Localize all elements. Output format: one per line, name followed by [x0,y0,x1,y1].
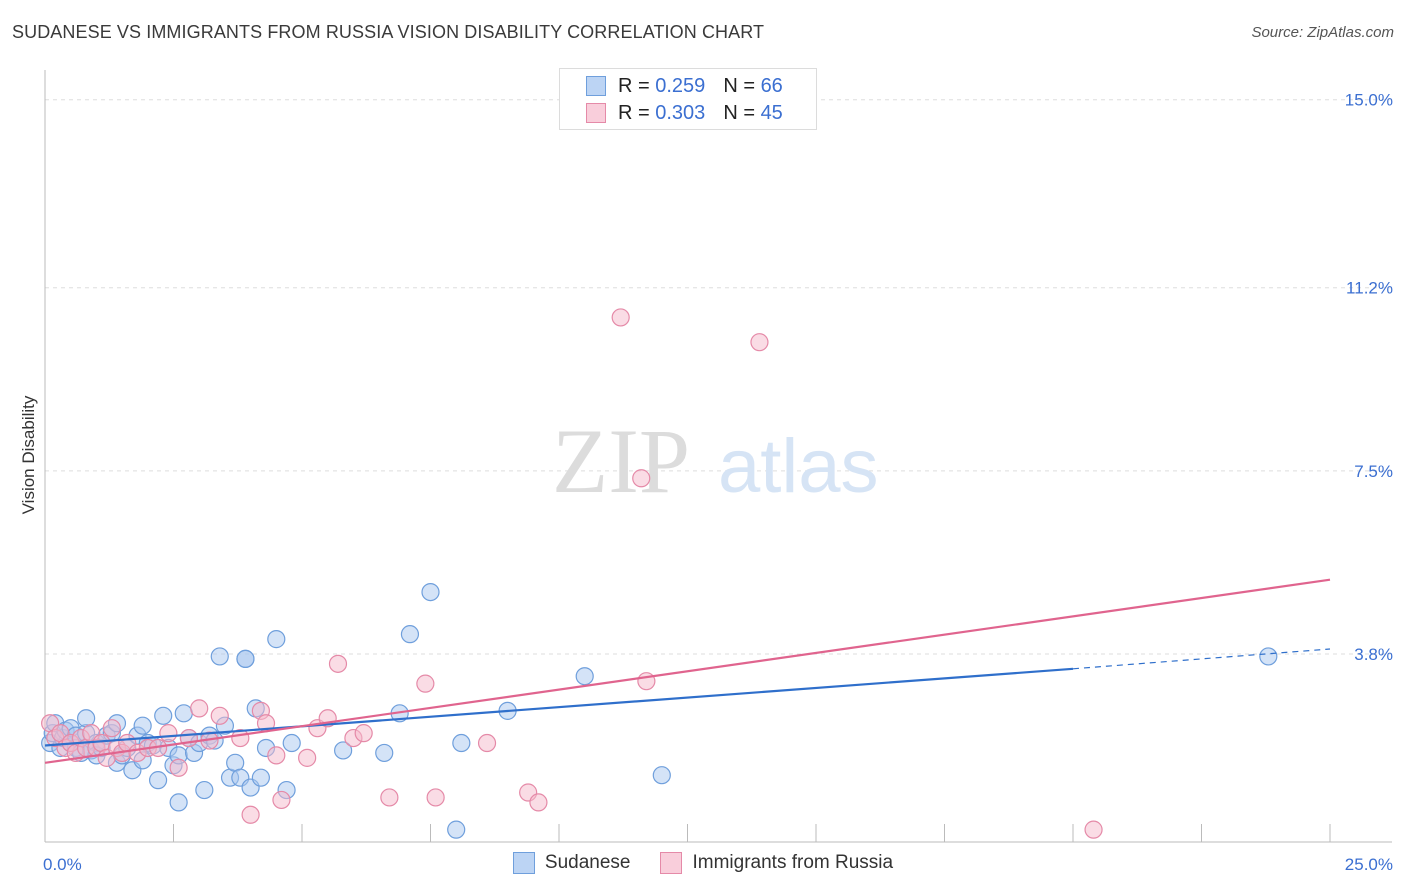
legend-n-value: 66 [760,74,783,97]
sudanese-point [133,716,152,735]
sudanese-point [148,771,168,790]
watermark-atlas: atlas [718,424,879,509]
russia-point [298,748,317,767]
sudanese-trend-line [44,667,1074,747]
sudanese-point [421,582,440,602]
russia-point [169,758,188,777]
russia-point [477,733,497,753]
sudanese-point [447,820,466,839]
sudanese-trend-extension [1072,648,1331,670]
sudanese-point [236,649,255,668]
legend-row-russia: R = 0.303 N = 45 [586,100,783,126]
sudanese-point [210,647,229,666]
sudanese-point [1259,647,1278,666]
sudanese-point [251,768,270,787]
russia-point [210,706,229,725]
series-label: Sudanese [544,852,631,873]
legend-r-label: R = [618,101,650,124]
watermark-zip: ZIP [552,410,690,512]
sudanese-point [652,766,671,785]
russia-points [41,308,1103,839]
axes [44,70,1392,843]
legend-n-label: N = [723,101,755,124]
russia-point [750,333,769,352]
russia-point [267,746,286,765]
correlation-legend: R = 0.259 N = 66 R = 0.303 N = 45 [559,68,817,130]
sudanese-point [575,667,594,686]
y-tick-label: 3.8% [1354,645,1393,664]
series-swatch-blue [512,852,535,874]
russia-point [529,793,548,812]
legend-r-value: 0.303 [655,101,706,124]
legend-n-label: N = [723,74,755,97]
sudanese-point [282,733,301,753]
legend-row-sudanese: R = 0.259 N = 66 [586,73,783,99]
x-tick-label: 25.0% [1345,855,1393,874]
russia-point [380,788,399,807]
series-legend-sudanese: Sudanese [512,852,631,874]
russia-trend-line [44,578,1331,764]
series-label: Immigrants from Russia [692,852,894,873]
russia-point [272,790,291,810]
legend-swatch-blue [586,76,606,96]
sudanese-point [452,733,471,753]
russia-point [632,469,651,488]
russia-point [102,719,121,738]
russia-point [1084,820,1103,839]
legend-r-value: 0.259 [655,74,706,97]
russia-point [190,699,209,718]
russia-point [416,674,435,693]
legend-swatch-pink [586,103,606,123]
russia-point [241,805,260,824]
grid-lines [45,99,1392,655]
sudanese-point [195,780,214,800]
russia-point [354,724,373,743]
sudanese-point [375,743,394,763]
sudanese-point [169,793,188,812]
sudanese-point [174,704,193,723]
y-axis-label: Vision Disability [19,395,38,514]
sudanese-point [334,741,353,760]
series-swatch-pink [660,852,683,874]
y-tick-label: 7.5% [1354,462,1393,481]
trend-lines [44,578,1331,764]
series-legend-russia: Immigrants from Russia [660,852,893,874]
russia-point [611,308,630,327]
russia-point [426,788,445,807]
russia-point [159,724,178,743]
legend-r-label: R = [618,74,650,97]
russia-point [328,654,348,673]
y-tick-label: 15.0% [1345,91,1393,110]
sudanese-point [154,706,173,725]
x-tick-label: 0.0% [43,855,82,874]
zipatlas-watermark: ZIP atlas [552,410,879,512]
sudanese-point [400,625,420,644]
chart-title: SUDANESE VS IMMIGRANTS FROM RUSSIA VISIO… [12,22,765,42]
series-legend: Sudanese Immigrants from Russia [0,852,1406,874]
legend-n-value: 45 [760,101,783,124]
sudanese-point [267,630,286,649]
source-label: Source: ZipAtlas.com [1251,24,1394,41]
y-tick-label: 11.2% [1346,279,1393,298]
tick-labels: 3.8% 7.5% 11.2% 15.0% 0.0% 25.0% [43,91,1393,874]
